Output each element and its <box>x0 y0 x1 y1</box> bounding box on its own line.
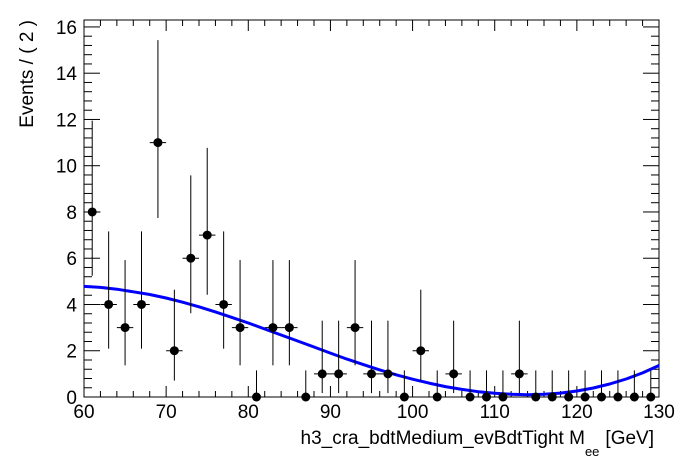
data-point <box>593 370 610 402</box>
data-point <box>182 175 199 314</box>
data-point <box>429 370 446 402</box>
x-axis-label-subscript: ee <box>585 444 599 459</box>
x-tick-label: 110 <box>480 402 510 423</box>
data-point <box>231 260 249 366</box>
data-marker <box>202 230 212 240</box>
data-marker <box>646 392 656 402</box>
data-point <box>264 260 282 366</box>
data-marker <box>350 323 360 333</box>
x-axis-label-main: h3_cra_bdtMedium_evBdtTight M <box>301 428 585 449</box>
data-marker <box>87 207 97 217</box>
y-tick-labels: 0 2 4 6 8 10 12 14 16 <box>56 18 78 409</box>
x-tick-label: 100 <box>397 402 429 423</box>
data-point <box>199 147 216 295</box>
x-tick-label: 120 <box>561 402 593 423</box>
x-tick-label: 80 <box>238 402 259 423</box>
data-point <box>215 231 232 349</box>
x-tick-label: 130 <box>643 402 675 423</box>
data-marker <box>235 323 245 333</box>
data-point <box>642 370 659 402</box>
data-point <box>166 289 183 381</box>
data-marker <box>252 392 261 402</box>
data-point <box>116 260 134 366</box>
data-point <box>297 370 314 402</box>
data-point <box>609 370 627 402</box>
data-point <box>527 370 544 402</box>
data-marker <box>169 346 179 356</box>
data-point <box>445 320 462 394</box>
data-marker <box>514 369 524 379</box>
data-point <box>314 320 331 394</box>
x-tick-labels: 60 70 80 90 100 110 120 130 <box>73 402 674 423</box>
x-tick-label: 90 <box>320 402 341 423</box>
data-marker <box>301 392 311 402</box>
data-marker <box>334 369 344 379</box>
data-point <box>133 231 150 349</box>
data-marker <box>449 369 459 379</box>
data-point <box>100 231 117 349</box>
data-marker <box>482 392 491 402</box>
y-tick-label: 14 <box>56 64 78 85</box>
data-marker <box>268 323 278 333</box>
data-marker <box>104 299 114 309</box>
data-marker <box>597 392 606 402</box>
data-point <box>511 320 528 394</box>
plot-frame <box>83 19 660 398</box>
data-marker <box>531 392 541 402</box>
y-tick-label: 4 <box>66 295 77 316</box>
data-point <box>248 370 265 402</box>
data-marker <box>465 392 475 402</box>
y-tick-label: 12 <box>56 110 77 131</box>
data-point <box>461 370 479 402</box>
y-tick-label: 2 <box>66 342 77 363</box>
data-marker <box>399 392 409 402</box>
data-marker <box>219 299 229 309</box>
x-tick-label: 60 <box>73 402 94 423</box>
data-marker <box>186 253 196 263</box>
data-marker <box>580 392 590 402</box>
x-axis-label: h3_cra_bdtMedium_evBdtTight Mee [GeV] <box>301 428 655 459</box>
data-point <box>560 370 577 402</box>
data-marker <box>317 369 327 379</box>
y-tick-label: 0 <box>66 388 77 409</box>
y-tick-label: 10 <box>56 157 77 178</box>
data-marker <box>547 392 557 402</box>
y-tick-label: 16 <box>56 18 77 39</box>
data-marker <box>629 392 639 402</box>
data-marker <box>153 138 163 148</box>
data-point <box>412 289 429 381</box>
data-marker <box>383 369 393 379</box>
data-marker <box>367 369 376 379</box>
data-point <box>330 320 347 394</box>
data-point <box>494 370 512 402</box>
y-axis-label: Events / ( 2 ) <box>17 20 38 128</box>
data-point <box>576 370 594 402</box>
data-point <box>478 370 495 402</box>
data-marker <box>416 346 426 356</box>
data-marker <box>564 392 574 402</box>
data-marker <box>284 323 294 333</box>
data-marker <box>137 299 146 309</box>
data-point <box>281 260 298 366</box>
data-point <box>544 370 561 402</box>
y-tick-label: 6 <box>66 249 77 270</box>
x-tick-label: 70 <box>156 402 177 423</box>
data-point <box>346 260 364 366</box>
data-point <box>396 370 413 402</box>
data-marker <box>498 392 508 402</box>
data-marker <box>613 392 623 402</box>
data-point <box>84 120 101 276</box>
data-marker <box>432 392 442 402</box>
data-point <box>626 370 643 402</box>
data-points <box>84 40 659 402</box>
data-point <box>379 320 397 394</box>
data-point <box>149 40 167 218</box>
data-marker <box>120 323 130 333</box>
data-point <box>363 320 380 394</box>
x-axis-label-unit: [GeV] <box>605 428 654 449</box>
y-tick-label: 8 <box>66 203 77 224</box>
